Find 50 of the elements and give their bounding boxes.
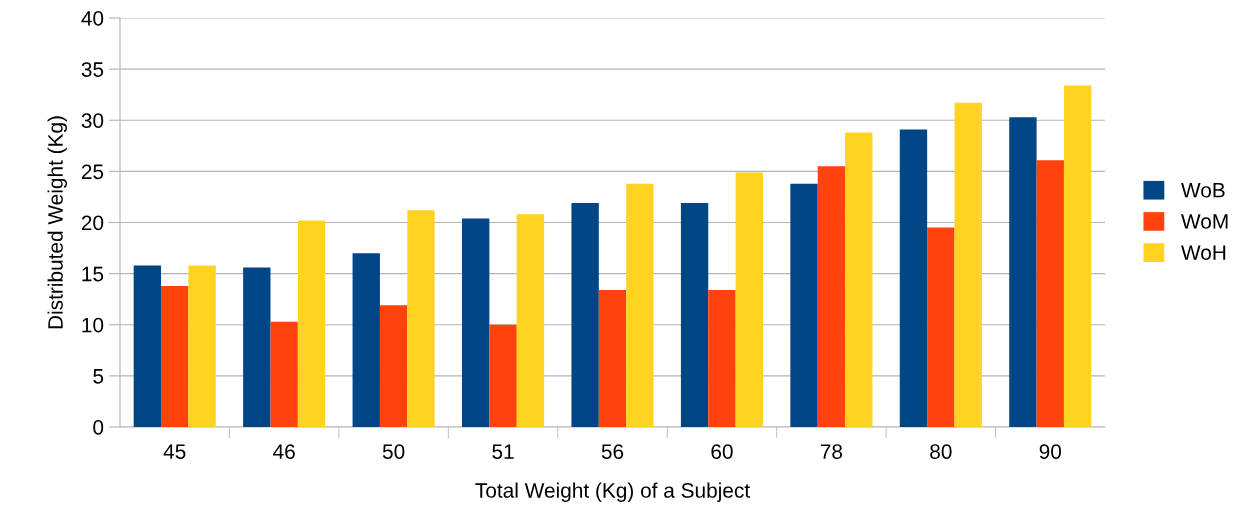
bar xyxy=(680,203,709,427)
bar xyxy=(161,285,189,427)
x-tick-label: 56 xyxy=(601,444,624,459)
x-tick-label: 78 xyxy=(820,444,843,459)
legend-label: WoB xyxy=(1181,183,1225,198)
bar xyxy=(516,214,545,427)
legend-label: WoM xyxy=(1181,214,1228,229)
x-tick-label: 50 xyxy=(382,444,405,459)
x-tick-label: 45 xyxy=(163,444,186,459)
x-tick-label: 51 xyxy=(492,444,514,459)
bar xyxy=(817,166,846,427)
bar xyxy=(735,172,763,427)
x-tick-label: 90 xyxy=(1039,444,1062,459)
bar xyxy=(845,132,873,427)
bar xyxy=(462,218,490,427)
bar xyxy=(270,321,298,427)
x-axis-title: Total Weight (Kg) of a Subject xyxy=(475,482,750,502)
bar xyxy=(133,265,162,427)
y-tick-label: 30 xyxy=(81,113,104,128)
x-tick-label: 80 xyxy=(930,444,952,459)
y-tick-label: 5 xyxy=(93,369,104,384)
bar xyxy=(297,220,326,427)
bar xyxy=(927,227,955,427)
y-tick-label: 25 xyxy=(81,164,104,180)
bar xyxy=(489,324,517,427)
bar xyxy=(626,183,654,427)
y-tick-label: 10 xyxy=(82,317,104,333)
bar xyxy=(598,289,627,427)
y-tick-label: 40 xyxy=(81,11,104,26)
x-tick-label: 46 xyxy=(273,444,295,459)
x-tick-label: 60 xyxy=(711,444,733,459)
y-tick-label: 15 xyxy=(82,266,104,282)
bar xyxy=(1063,85,1092,427)
bar xyxy=(188,265,216,427)
bar xyxy=(899,129,928,427)
bar xyxy=(243,267,271,427)
legend-label: WoH xyxy=(1181,245,1226,260)
bar xyxy=(352,253,380,427)
bar xyxy=(1009,117,1037,427)
bar xyxy=(954,102,982,427)
y-tick-label: 35 xyxy=(81,62,104,77)
bar xyxy=(407,210,435,427)
y-axis-title: Distributed Weight (Kg) xyxy=(47,116,67,329)
bar xyxy=(379,305,408,427)
bar xyxy=(790,183,818,427)
bar xyxy=(571,203,599,427)
y-tick-label: 0 xyxy=(93,420,104,435)
y-tick-label: 20 xyxy=(81,215,104,231)
bar xyxy=(1036,160,1064,427)
bar xyxy=(708,289,736,427)
